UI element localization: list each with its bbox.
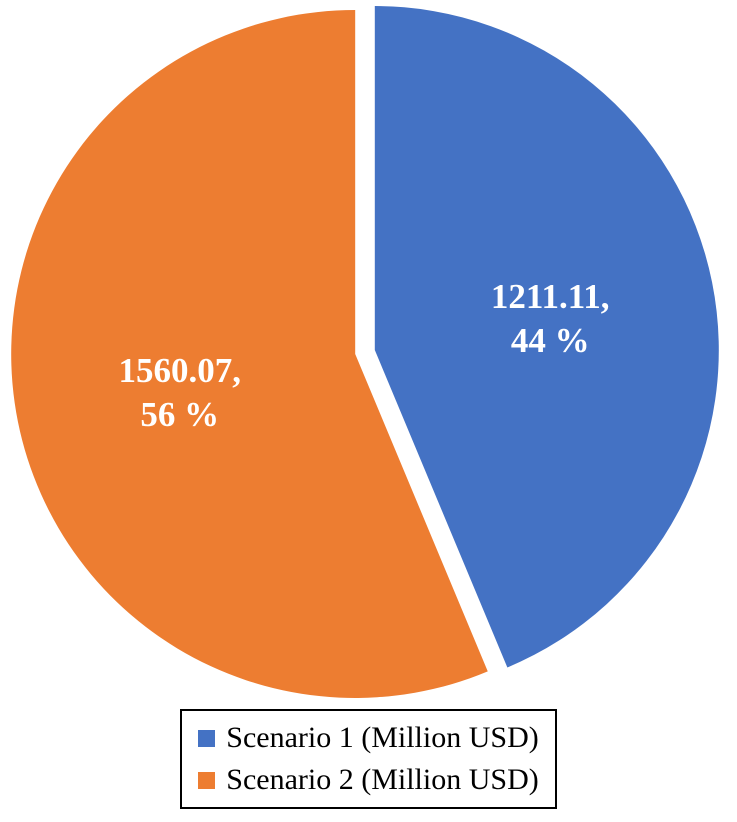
pie-slice-2 [11,9,488,698]
legend-label: Scenario 2 (Million USD) [226,763,539,796]
legend-marker [198,771,216,789]
legend: Scenario 1 (Million USD) Scenario 2 (Mill… [180,709,557,809]
legend-marker [198,729,216,747]
legend-item: Scenario 1 (Million USD) [198,719,539,757]
legend-label: Scenario 1 (Million USD) [226,721,539,754]
pie-slice-1 [374,6,719,668]
slice-data-label-1: 1211.11, 44 % [491,277,610,360]
pie-plot-area: 1211.11, 44 % 1560.07, 56 % [11,6,719,698]
slice-data-label-2: 1560.07, 56 % [119,351,242,434]
legend-item: Scenario 2 (Million USD) [198,761,539,799]
